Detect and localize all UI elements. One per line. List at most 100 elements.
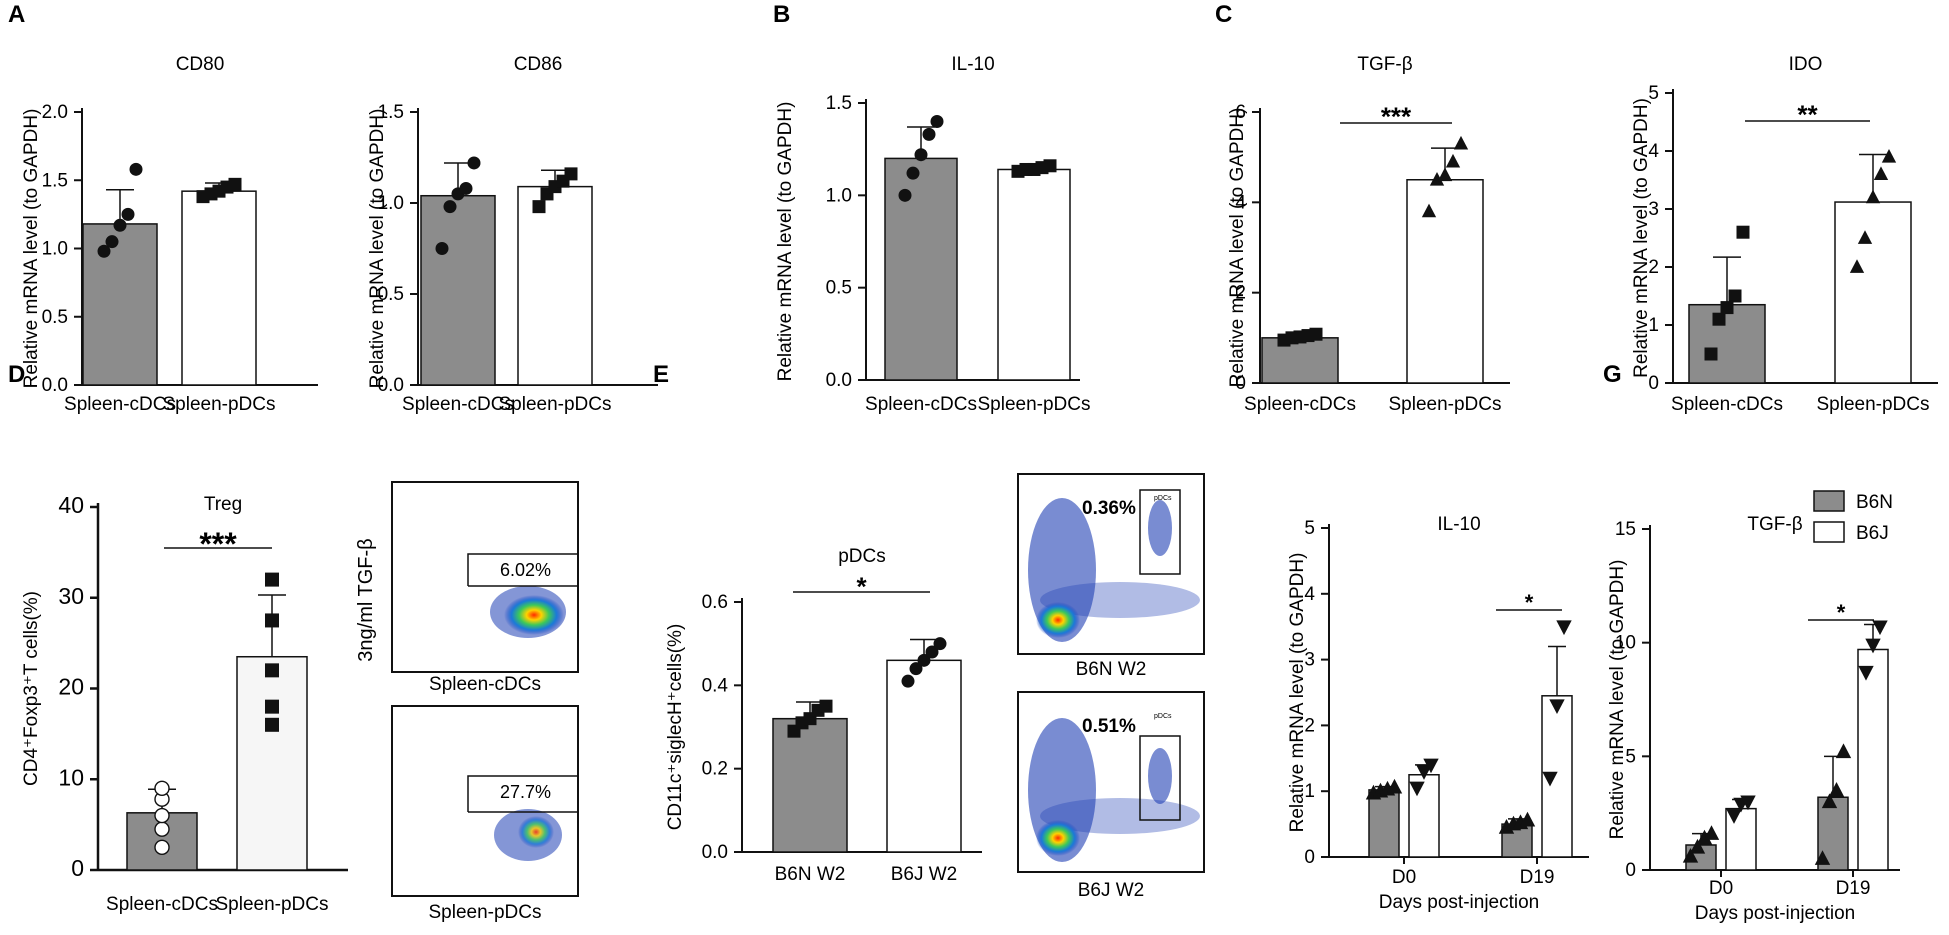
chart-title: Treg	[204, 494, 242, 515]
y-axis-label: Relative mRNA level (to GAPDH)	[1631, 98, 1652, 378]
flow-cloud-core	[518, 816, 554, 848]
y-tick-label: 2	[1235, 283, 1246, 304]
legend-label-b6j: B6J	[1856, 523, 1889, 544]
y-tick-label: 0.5	[378, 284, 404, 305]
data-point	[1416, 765, 1432, 780]
y-tick-label: 30	[58, 583, 84, 609]
data-point	[1881, 149, 1897, 163]
x-tick-label: B6J W2	[891, 864, 958, 885]
data-point	[154, 839, 170, 856]
panel-letter-c: C	[1215, 1, 1232, 28]
y-tick-label: 2	[1304, 715, 1315, 736]
data-point	[154, 780, 170, 797]
flow-gate-value: 27.7%	[500, 782, 551, 802]
data-point	[1429, 171, 1445, 186]
panel-letter-a: A	[8, 1, 25, 28]
bar-pdcs	[1406, 179, 1484, 384]
flow-cloud-tail	[1040, 582, 1200, 618]
data-point	[1720, 301, 1734, 315]
data-point	[129, 162, 143, 176]
y-axis-label: Relative mRNA level (to GAPDH)	[1227, 108, 1248, 388]
flow-gate	[1139, 489, 1181, 575]
data-point	[1835, 743, 1852, 759]
data-point	[1857, 230, 1873, 244]
flow-cloud-core	[1036, 820, 1080, 856]
x-tick-label: Spleen-pDCs	[216, 894, 329, 915]
data-point	[1821, 793, 1838, 809]
x-tick-label: Spleen-cDCs	[1671, 394, 1783, 415]
y-tick-label: 15	[1615, 519, 1636, 540]
flow-gate	[467, 553, 578, 586]
bar-cdcs	[1261, 337, 1339, 384]
y-tick-label: 5	[1304, 518, 1315, 539]
data-point	[564, 167, 578, 181]
chart-title: IDO	[1789, 54, 1823, 75]
y-tick-label: 1.0	[378, 193, 404, 214]
y-tick-label: 0.0	[826, 370, 852, 391]
data-point	[1703, 825, 1720, 840]
flow-plot-pdc-b6n: 0.36% pDCs	[1017, 473, 1205, 655]
x-tick-label: B6N W2	[775, 864, 846, 885]
bar-pdcs	[886, 659, 962, 853]
data-point	[1849, 259, 1865, 273]
data-point	[901, 674, 915, 688]
data-point	[922, 127, 936, 141]
data-point	[113, 218, 127, 232]
y-tick-label: 3	[1304, 650, 1315, 671]
data-point	[1814, 850, 1831, 865]
data-point	[1309, 327, 1323, 341]
bar-b6j	[1857, 648, 1889, 871]
x-tick-label: Spleen-pDCs	[163, 394, 276, 415]
significance-label: *	[856, 572, 867, 602]
flow-cloud-core	[1036, 602, 1080, 638]
data-point	[1421, 203, 1437, 218]
significance-label: *	[1837, 600, 1846, 625]
bar-pdcs	[517, 185, 593, 386]
y-axis-label: Relative mRNA level (to GAPDH)	[21, 109, 42, 389]
data-point	[105, 235, 119, 249]
data-point	[906, 166, 920, 180]
significance-label: **	[1797, 100, 1818, 130]
flow-plot-label: B6J W2	[1078, 880, 1145, 901]
data-point	[467, 156, 481, 170]
bar-cdcs	[420, 194, 496, 386]
y-tick-label: 0.5	[42, 307, 68, 328]
y-axis-label: CD4⁺Foxp3⁺T cells(%)	[21, 591, 42, 786]
flow-gate-tag: pDCs	[1154, 495, 1172, 502]
data-point	[265, 699, 279, 714]
flow-cloud-tail	[1040, 798, 1200, 834]
y-tick-label: 1.5	[826, 93, 852, 114]
data-point	[930, 114, 944, 128]
data-point	[925, 645, 939, 659]
chart-tgfb-panel-c: TGF-β Relative mRNA level (to GAPDH)0 2 4 6 S…	[1227, 54, 1510, 415]
flow-gate	[1139, 735, 1181, 821]
y-tick-label: 1.5	[378, 102, 404, 123]
chart-pdcs: pDCs CD11c⁺siglecH⁺cells(%) 0.0 0.2 0.4 0.6 B6…	[665, 546, 982, 885]
data-point	[1542, 771, 1558, 787]
bar-b6j	[1725, 807, 1757, 871]
data-point	[1409, 781, 1425, 797]
y-tick-label: 0.4	[702, 675, 729, 696]
data-point	[1728, 289, 1742, 303]
y-tick-label: 0	[71, 855, 84, 881]
data-point	[435, 242, 449, 255]
y-tick-label: 5	[1648, 83, 1659, 104]
x-tick-label: D19	[1520, 867, 1555, 888]
x-tick-label: Spleen-pDCs	[978, 394, 1091, 415]
x-axis-label: Days post-injection	[1695, 903, 1856, 924]
y-axis-label: CD11c⁺siglecH⁺cells(%)	[665, 624, 686, 831]
data-point	[459, 181, 473, 195]
flow-plot-label: B6N W2	[1076, 659, 1147, 680]
bar-cdcs	[772, 717, 848, 853]
y-tick-label: 0	[1625, 860, 1636, 881]
legend-swatch-b6j	[1813, 521, 1845, 543]
y-tick-label: 10	[1615, 633, 1636, 654]
data-point	[1872, 620, 1888, 636]
chart-title: TGF-β	[1357, 54, 1412, 75]
flow-plot-treg-pdcs: 27.7%	[391, 705, 579, 897]
data-point	[265, 663, 279, 678]
bar-cdcs	[1688, 303, 1766, 384]
data-point	[228, 177, 242, 191]
bar-pdcs	[1834, 201, 1912, 384]
